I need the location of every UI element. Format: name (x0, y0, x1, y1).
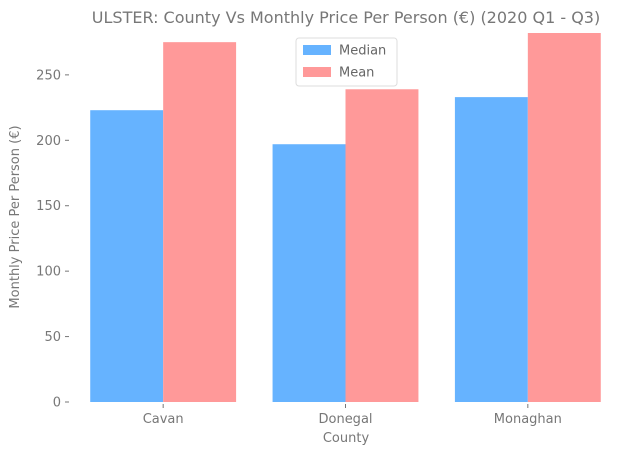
y-axis-label: Monthly Price Per Person (€) (8, 125, 23, 308)
y-tick-label: 50 (44, 330, 61, 345)
bar-median-donegal (272, 144, 346, 403)
legend-swatch-mean (303, 67, 331, 77)
y-tick-label: 250 (36, 68, 61, 83)
y-axis: 0 50 100 150 200 250 (36, 68, 69, 411)
x-tick-label: Cavan (143, 412, 184, 427)
x-tick-label: Donegal (318, 412, 372, 427)
bar-mean-donegal (345, 89, 419, 402)
y-tick-label: 0 (53, 396, 61, 411)
bars-group (90, 33, 601, 403)
legend: Median Mean (295, 37, 398, 87)
y-tick-label: 150 (36, 199, 61, 214)
x-axis-label: County (323, 431, 370, 446)
y-tick-label: 100 (36, 265, 61, 280)
y-tick-label: 200 (36, 134, 61, 149)
chart-title: ULSTER: County Vs Monthly Price Per Pers… (92, 8, 600, 27)
legend-label-median: Median (339, 44, 386, 59)
bar-median-monaghan (454, 97, 528, 403)
x-axis: Cavan Donegal Monaghan (143, 404, 562, 427)
legend-label-mean: Mean (339, 66, 374, 81)
x-tick-label: Monaghan (494, 412, 562, 427)
bar-median-cavan (90, 110, 164, 403)
legend-swatch-median (303, 45, 331, 55)
bar-mean-cavan (163, 42, 237, 402)
bar-mean-monaghan (527, 33, 601, 402)
